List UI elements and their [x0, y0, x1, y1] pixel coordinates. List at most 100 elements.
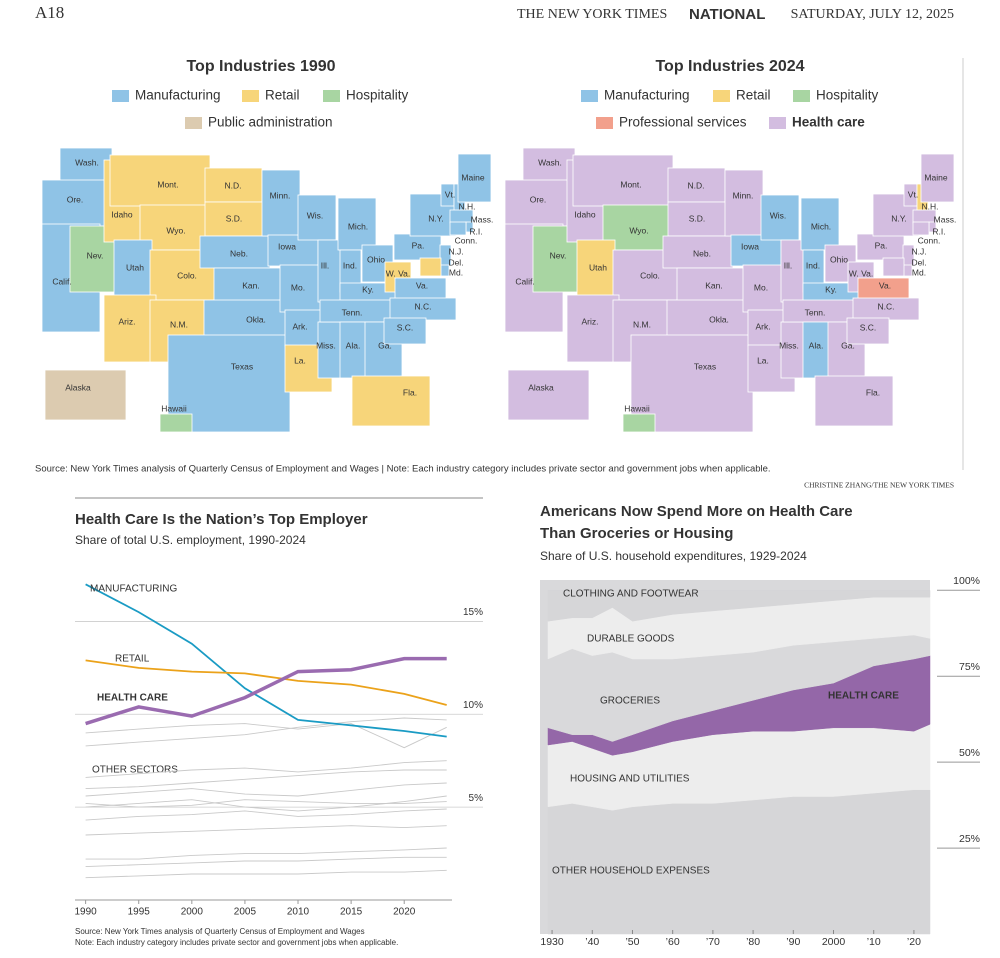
series-label: HEALTH CARE — [97, 693, 168, 704]
state — [507, 369, 590, 421]
state-label: S.C. — [397, 322, 414, 332]
state-label: Mo. — [291, 282, 305, 292]
map-title: Top Industries 1990 — [186, 58, 335, 75]
y-tick-label: 100% — [953, 575, 980, 587]
x-tick-label: ’90 — [786, 936, 800, 948]
state-label: Wis. — [770, 210, 787, 220]
state — [622, 413, 656, 433]
x-tick-label: 2020 — [393, 907, 416, 918]
note: Note: Each industry category includes pr… — [75, 938, 398, 947]
state-label: N.Y. — [428, 213, 443, 223]
state — [383, 317, 427, 345]
state-label: Va. — [416, 280, 428, 290]
legend-label: Professional services — [619, 115, 747, 130]
area-band — [547, 590, 931, 622]
chart-title: Americans Now Spend More on Health Care — [540, 503, 853, 520]
state — [103, 294, 157, 363]
state-label: Alaska — [528, 382, 554, 392]
y-tick-label: 5% — [469, 793, 484, 804]
state-label: S.D. — [226, 213, 243, 223]
state-label: Ill. — [784, 260, 793, 270]
state-label: Wash. — [538, 157, 562, 167]
legend-swatch — [769, 117, 786, 129]
y-tick-label: 15% — [463, 607, 483, 618]
state-label: S.D. — [689, 213, 706, 223]
state-label: Mass. — [471, 214, 494, 224]
state-label: Wyo. — [629, 225, 648, 235]
legend-swatch — [713, 90, 730, 102]
state — [882, 257, 905, 277]
state-label: N.H. — [922, 201, 939, 211]
state — [576, 239, 616, 297]
state-label: Ore. — [530, 194, 547, 204]
chart-title: Health Care Is the Nation’s Top Employer — [75, 511, 368, 528]
state-label: Conn. — [918, 235, 941, 245]
state-label: Utah — [589, 262, 607, 272]
state — [109, 154, 211, 207]
state-label: Ga. — [378, 340, 392, 350]
state-label: Ala. — [346, 340, 361, 350]
state-label: N.D. — [688, 180, 705, 190]
state-label: Del. — [911, 257, 926, 267]
state-label: Conn. — [455, 235, 478, 245]
state — [912, 221, 930, 236]
legend-swatch — [112, 90, 129, 102]
state-label: Ore. — [67, 194, 84, 204]
y-tick-label: 25% — [959, 833, 980, 845]
state-label: N.M. — [633, 319, 651, 329]
state — [800, 197, 840, 251]
x-tick-label: ’60 — [666, 936, 680, 948]
state — [457, 153, 492, 203]
annotation: OTHER SECTORS — [92, 765, 178, 776]
state-label: Calif. — [515, 276, 534, 286]
other-sector-line — [85, 769, 447, 790]
state — [662, 235, 734, 269]
state-label: Fla. — [866, 387, 880, 397]
series-label: HEALTH CARE — [828, 691, 899, 702]
state-label: Maine — [924, 172, 947, 182]
other-sector-line — [85, 847, 447, 860]
section: NATIONAL — [689, 6, 765, 23]
state — [204, 201, 267, 237]
state-label: Texas — [694, 361, 716, 371]
x-tick-label: ’20 — [907, 936, 921, 948]
state-label: Wash. — [75, 157, 99, 167]
other-sector-line — [85, 782, 447, 797]
series-line — [85, 659, 447, 706]
x-tick-label: ’40 — [585, 936, 599, 948]
legend-label: Retail — [736, 88, 771, 103]
state — [351, 375, 431, 427]
state-label: Vt. — [908, 189, 918, 199]
state-label: Md. — [449, 267, 463, 277]
state-label: Mont. — [620, 179, 641, 189]
map-title: Top Industries 2024 — [655, 58, 804, 75]
state — [572, 154, 674, 207]
y-tick-label: 10% — [463, 700, 483, 711]
state — [199, 235, 271, 269]
masthead: THE NEW YORK TIMES — [517, 7, 667, 22]
state — [504, 179, 570, 227]
state-label: La. — [294, 355, 306, 365]
other-sector-line — [85, 795, 447, 812]
legend-swatch — [581, 90, 598, 102]
legend-label: Hospitality — [346, 88, 409, 103]
x-tick-label: ’10 — [867, 936, 881, 948]
state-label: Colo. — [640, 270, 660, 280]
other-sector-line — [85, 799, 447, 808]
state — [449, 209, 474, 224]
state-label: Ohio — [367, 254, 385, 264]
state-label: Mo. — [754, 282, 768, 292]
state — [297, 194, 337, 241]
x-tick-label: 2010 — [287, 907, 310, 918]
state-label: Ind. — [343, 260, 357, 270]
state-label: Nev. — [87, 250, 104, 260]
date: SATURDAY, JULY 12, 2025 — [791, 7, 954, 22]
state-label: Ark. — [292, 321, 307, 331]
state — [780, 239, 805, 303]
state-label: Nev. — [550, 250, 567, 260]
x-tick-label: 2005 — [234, 907, 257, 918]
x-tick-label: 1995 — [128, 907, 151, 918]
legend-label: Manufacturing — [135, 88, 221, 103]
state — [920, 153, 955, 203]
x-tick-label: 2000 — [822, 936, 846, 948]
